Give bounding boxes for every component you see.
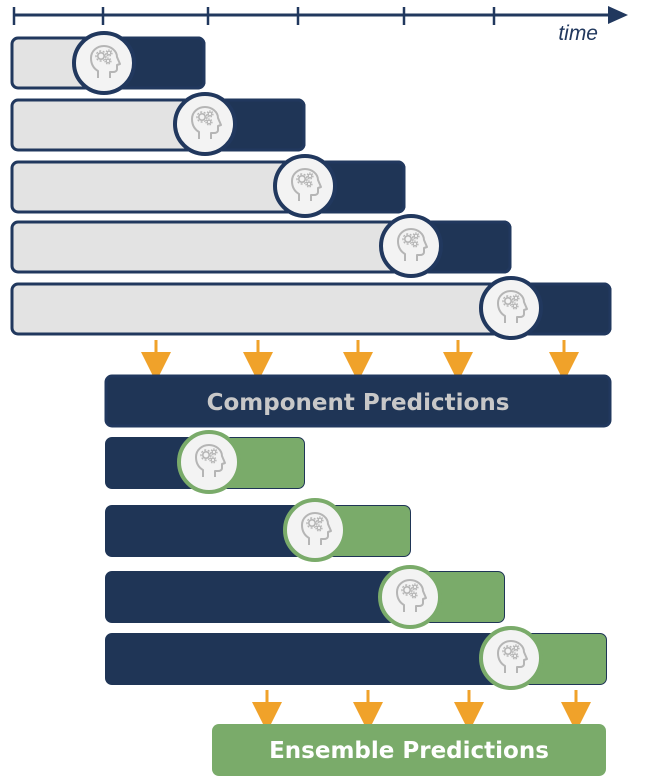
ensemble-row <box>105 565 505 629</box>
ensemble-row <box>105 430 305 494</box>
component-arrows <box>141 340 579 382</box>
component-predictions-box: Component Predictions <box>104 374 612 428</box>
time-axis: time <box>12 6 628 45</box>
training-row <box>10 276 612 340</box>
time-axis-arrowhead <box>608 6 628 24</box>
component-predictions-bar <box>104 374 612 428</box>
ensemble-arrows <box>252 690 591 732</box>
training-row <box>10 154 406 218</box>
training-row <box>10 214 512 278</box>
ensemble-row <box>105 498 411 562</box>
component-predictions-label: Component Predictions <box>207 390 510 416</box>
ensemble-predictions-bar <box>212 724 606 776</box>
time-axis-label: time <box>558 22 598 45</box>
ensemble-predictions-box: Ensemble Predictions <box>212 724 606 776</box>
ensemble-predictions-label: Ensemble Predictions <box>269 738 549 764</box>
training-row <box>10 92 306 156</box>
ensemble-rows <box>105 430 607 690</box>
training-row <box>10 31 206 95</box>
ensemble-row <box>105 626 607 690</box>
training-rows <box>10 31 612 340</box>
